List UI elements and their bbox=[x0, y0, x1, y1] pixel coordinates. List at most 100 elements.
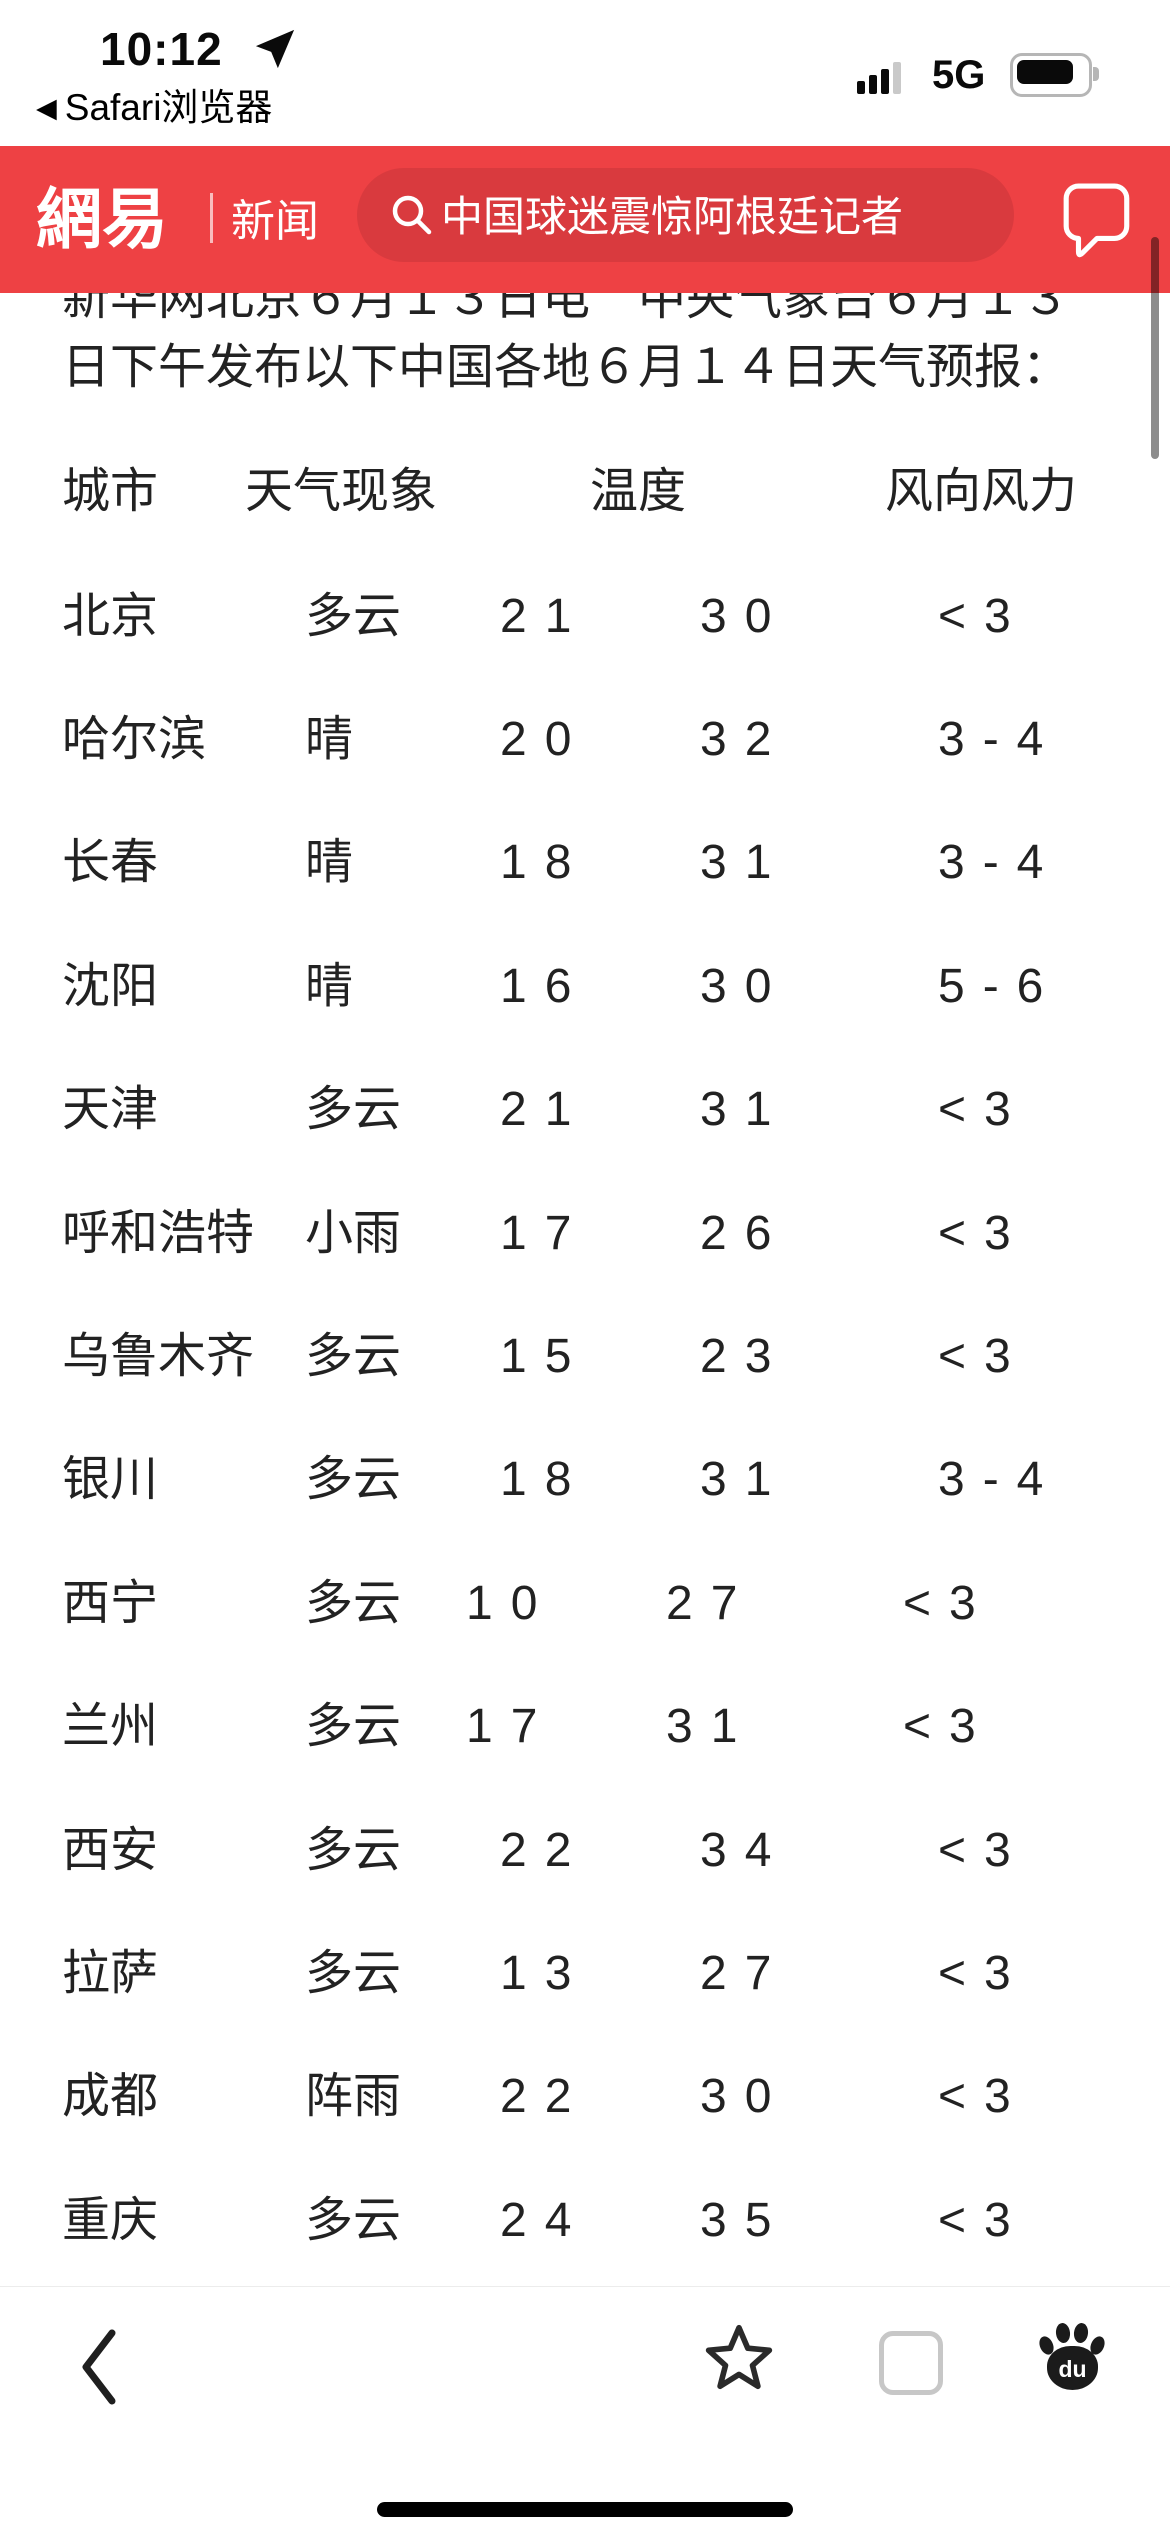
cell-high: 27 bbox=[666, 1576, 756, 1630]
weather-row: 哈尔滨 晴 20 32 3-4 bbox=[0, 678, 1170, 802]
favorite-button[interactable] bbox=[703, 2321, 775, 2393]
chevron-left-icon bbox=[82, 2329, 116, 2405]
cell-city: 长春 bbox=[62, 836, 159, 890]
cell-weather: 小雨 bbox=[305, 1206, 402, 1260]
weather-row: 成都 阵雨 22 30 <3 bbox=[0, 2035, 1170, 2159]
cell-high: 23 bbox=[700, 1329, 790, 1383]
weather-row: 银川 多云 18 31 3-4 bbox=[0, 1418, 1170, 1542]
cell-wind: <3 bbox=[903, 1576, 994, 1630]
cell-wind: 3-4 bbox=[938, 712, 1062, 766]
col-header-city: 城市 bbox=[62, 465, 159, 518]
cell-wind: 3-4 bbox=[938, 1453, 1062, 1507]
home-indicator[interactable] bbox=[377, 2502, 793, 2517]
back-triangle-icon: ◀ bbox=[36, 93, 57, 123]
cell-low: 21 bbox=[500, 589, 590, 643]
cell-low: 17 bbox=[500, 1206, 590, 1260]
cell-high: 30 bbox=[700, 589, 790, 643]
cell-wind: <3 bbox=[938, 2070, 1029, 2124]
search-bar[interactable]: 中国球迷震惊阿根廷记者 bbox=[357, 168, 1014, 262]
cell-weather: 晴 bbox=[305, 959, 354, 1013]
chat-bubble-icon bbox=[1063, 183, 1130, 258]
cell-city: 成都 bbox=[62, 2070, 159, 2124]
weather-row: 兰州 多云 17 31 <3 bbox=[0, 1665, 1170, 1789]
clock: 10:12 bbox=[100, 23, 223, 75]
cell-city: 北京 bbox=[62, 589, 159, 643]
status-bar: 10:12 ◀ Safari浏览器 5G bbox=[0, 0, 1170, 146]
cell-high: 30 bbox=[700, 2070, 790, 2124]
cell-weather: 多云 bbox=[305, 1576, 402, 1630]
cell-wind: <3 bbox=[938, 2193, 1029, 2247]
logo-divider bbox=[210, 193, 213, 243]
baidu-logo-text: du bbox=[1047, 2346, 1098, 2390]
cell-wind: <3 bbox=[938, 1083, 1029, 1137]
cell-high: 31 bbox=[700, 836, 790, 890]
cell-weather: 多云 bbox=[305, 1823, 402, 1877]
cell-wind: <3 bbox=[903, 1700, 994, 1754]
weather-row: 长春 晴 18 31 3-4 bbox=[0, 801, 1170, 925]
intro-text-line2: 日下午发布以下中国各地６月１４日天气预报： bbox=[62, 341, 1071, 394]
weather-row: 天津 多云 21 31 <3 bbox=[0, 1048, 1170, 1172]
battery-icon bbox=[1010, 53, 1099, 97]
cell-city: 兰州 bbox=[62, 1700, 159, 1754]
cell-weather: 晴 bbox=[305, 836, 354, 890]
col-header-wind: 风向风力 bbox=[885, 465, 1078, 518]
cell-high: 30 bbox=[700, 959, 790, 1013]
weather-row: 乌鲁木齐 多云 15 23 <3 bbox=[0, 1295, 1170, 1419]
cell-weather: 晴 bbox=[305, 712, 354, 766]
bottom-toolbar: du bbox=[0, 2286, 1170, 2532]
messages-button[interactable]: 0 bbox=[1062, 182, 1142, 266]
cell-high: 34 bbox=[700, 1823, 790, 1877]
cell-low: 21 bbox=[500, 1083, 590, 1137]
cell-low: 22 bbox=[500, 2070, 590, 2124]
netease-logo[interactable]: 網易 bbox=[36, 182, 168, 256]
cell-high: 35 bbox=[700, 2193, 790, 2247]
cell-wind: <3 bbox=[938, 1329, 1029, 1383]
search-query: 中国球迷震惊阿根廷记者 bbox=[441, 193, 904, 240]
weather-row: 重庆 多云 24 35 <3 bbox=[0, 2159, 1170, 2283]
weather-row: 呼和浩特 小雨 17 26 <3 bbox=[0, 1172, 1170, 1296]
cell-city: 乌鲁木齐 bbox=[62, 1329, 255, 1383]
weather-row: 西安 多云 22 34 <3 bbox=[0, 1789, 1170, 1913]
col-header-temp: 温度 bbox=[590, 465, 687, 518]
cell-city: 天津 bbox=[62, 1083, 159, 1137]
cell-high: 31 bbox=[666, 1700, 756, 1754]
cell-wind: <3 bbox=[938, 1823, 1029, 1877]
cell-low: 16 bbox=[500, 959, 590, 1013]
cell-low: 24 bbox=[500, 2193, 590, 2247]
weather-row: 沈阳 晴 16 30 5-6 bbox=[0, 925, 1170, 1049]
star-icon bbox=[705, 2324, 773, 2390]
cell-high: 31 bbox=[700, 1083, 790, 1137]
cell-weather: 多云 bbox=[305, 1329, 402, 1383]
cell-wind: <3 bbox=[938, 1206, 1029, 1260]
cell-city: 呼和浩特 bbox=[62, 1206, 255, 1260]
scrollbar-thumb[interactable] bbox=[1151, 237, 1159, 459]
cell-high: 26 bbox=[700, 1206, 790, 1260]
cell-city: 哈尔滨 bbox=[62, 712, 207, 766]
back-to-app-link[interactable]: ◀ Safari浏览器 bbox=[36, 86, 272, 130]
cell-weather: 多云 bbox=[305, 1946, 402, 2000]
tabs-button[interactable] bbox=[879, 2331, 943, 2395]
col-header-weather: 天气现象 bbox=[245, 465, 438, 518]
back-button[interactable] bbox=[78, 2327, 118, 2407]
weather-row: 北京 多云 21 30 <3 bbox=[0, 555, 1170, 679]
cell-city: 重庆 bbox=[62, 2193, 159, 2247]
location-services-icon bbox=[254, 28, 296, 75]
cell-low: 15 bbox=[500, 1329, 590, 1383]
baidu-app-button[interactable]: du bbox=[1036, 2322, 1108, 2391]
back-app-label: Safari浏览器 bbox=[64, 87, 273, 128]
cell-city: 拉萨 bbox=[62, 1946, 159, 2000]
cell-low: 22 bbox=[500, 1823, 590, 1877]
cell-weather: 多云 bbox=[305, 2193, 402, 2247]
weather-row: 西宁 多云 10 27 <3 bbox=[0, 1542, 1170, 1666]
cell-high: 31 bbox=[700, 1453, 790, 1507]
cell-wind: 5-6 bbox=[938, 959, 1062, 1013]
cell-low: 20 bbox=[500, 712, 590, 766]
cell-wind: <3 bbox=[938, 589, 1029, 643]
cell-city: 沈阳 bbox=[62, 959, 159, 1013]
cell-low: 18 bbox=[500, 1453, 590, 1507]
article-content: 新华网北京６月１３日电 中央气象台６月１３ 日下午发布以下中国各地６月１４日天气… bbox=[0, 275, 1170, 2283]
cell-weather: 多云 bbox=[305, 1083, 402, 1137]
weather-row: 拉萨 多云 13 27 <3 bbox=[0, 1912, 1170, 2036]
cell-weather: 多云 bbox=[305, 1700, 402, 1754]
